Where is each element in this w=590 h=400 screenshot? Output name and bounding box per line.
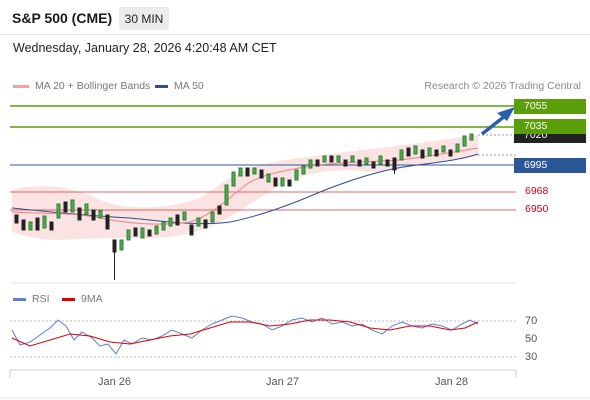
rsi-label: RSI [32,293,50,305]
resistance-2-tag: 7055 [514,99,586,114]
resistance-1-tag: 7035 [514,119,586,134]
ma50-line [11,153,479,225]
pivot-tag: 6995 [514,158,586,173]
forecast-arrow [480,107,515,136]
chart-datetime: Wednesday, January 28, 2026 4:20:48 AM C… [13,41,277,55]
ma50-swatch [155,84,168,88]
timeframe-button[interactable]: 30 MIN [119,7,169,30]
support-1-label: 6968 [525,185,549,197]
rsi-ma-line [11,319,479,347]
x-label-jan28: Jan 28 [435,376,469,388]
legend-ma20: MA 20 + Bollinger Bands [13,80,150,92]
candles [14,133,474,280]
credit-text: Research © 2026 Trading Central [424,80,581,92]
rsi-ma-label: 9MA [81,293,103,305]
header-divider [0,34,590,35]
rsi-tick-30: 30 [525,351,538,363]
x-label-jan26: Jan 26 [98,376,132,388]
ma20-swatch [13,84,29,88]
legend-rsi-ma: 9MA [62,293,103,305]
rsi-tick-50: 50 [525,333,538,345]
legend-ma50: MA 50 [155,80,204,92]
instrument-title: S&P 500 (CME) [12,10,113,26]
x-label-jan27: Jan 27 [266,376,300,388]
rsi-ma-swatch [62,297,75,301]
support-2-label: 6950 [525,203,549,215]
ma50-label: MA 50 [174,80,204,92]
ma20-label: MA 20 + Bollinger Bands [35,80,151,92]
rsi-swatch [13,297,26,301]
legend-rsi: RSI [13,293,50,305]
rsi-line [11,315,479,355]
rsi-tick-70: 70 [525,315,538,327]
